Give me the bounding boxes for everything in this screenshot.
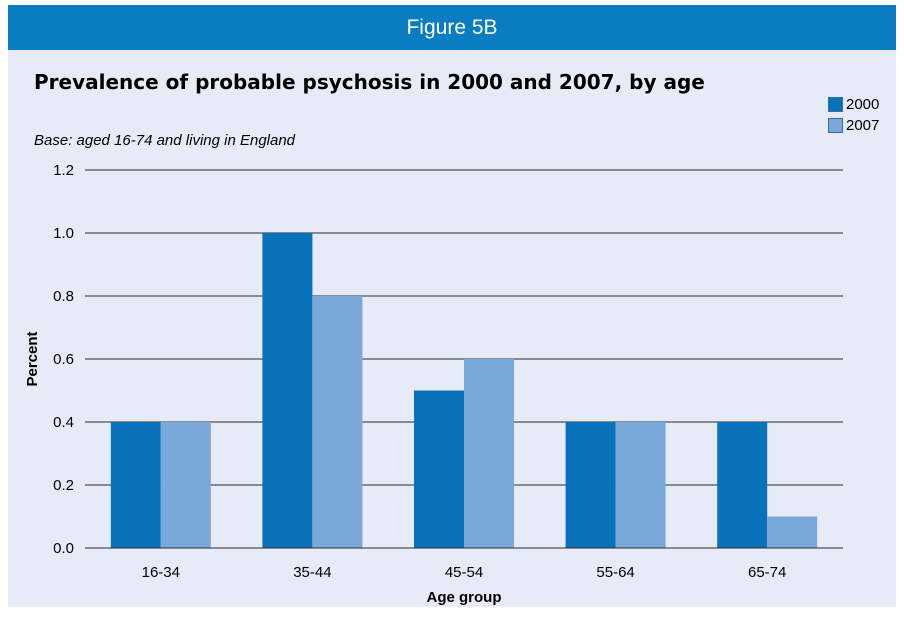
bar-2000-65-74 <box>717 422 768 548</box>
x-tick-label: 55-64 <box>596 564 634 581</box>
legend-label-2000: 2000 <box>846 96 880 113</box>
bar-chart: 0.0 0.2 0.4 0.6 0.8 1.0 1.2 16-34 35-44 45-54 55-6… <box>24 162 843 606</box>
y-tick-label: 0.4 <box>53 414 74 431</box>
y-tick-label: 0.8 <box>53 288 74 305</box>
bar-2007-65-74 <box>767 516 818 548</box>
bar-2007-35-44 <box>312 296 363 548</box>
legend-swatch-2000 <box>828 97 843 112</box>
bar-2000-35-44 <box>262 233 313 548</box>
bar-2007-45-54 <box>464 359 514 548</box>
y-tick-label: 0.6 <box>53 351 74 368</box>
legend-label-2007: 2007 <box>846 117 880 134</box>
bar-2007-16-34 <box>160 422 211 548</box>
x-axis-title: Age group <box>427 589 502 606</box>
y-tick-label: 1.2 <box>53 162 74 179</box>
bar-2000-55-64 <box>565 422 616 548</box>
figure-banner: Figure 5B <box>8 5 896 50</box>
x-tick-label: 65-74 <box>748 564 786 581</box>
y-tick-label: 1.0 <box>53 225 74 242</box>
chart-subtitle: Base: aged 16-74 and living in England <box>34 132 296 149</box>
figure-panel: Figure 5B Prevalence of probable psychos… <box>8 5 896 607</box>
bar-2000-16-34 <box>110 422 161 548</box>
bar-2007-55-64 <box>615 422 666 548</box>
legend-swatch-2007 <box>828 118 843 133</box>
y-tick-label: 0.2 <box>53 477 74 494</box>
legend: 2000 2007 <box>828 94 879 136</box>
legend-item-2000: 2000 <box>828 94 879 115</box>
y-axis-title: Percent <box>24 331 41 386</box>
y-tick-label: 0.0 <box>53 540 74 557</box>
legend-item-2007: 2007 <box>828 115 879 136</box>
bar-2000-45-54 <box>414 390 464 548</box>
chart-title: Prevalence of probable psychosis in 2000… <box>34 70 705 94</box>
x-tick-label: 16-34 <box>142 564 180 581</box>
x-tick-label: 35-44 <box>293 564 331 581</box>
x-tick-label: 45-54 <box>445 564 483 581</box>
